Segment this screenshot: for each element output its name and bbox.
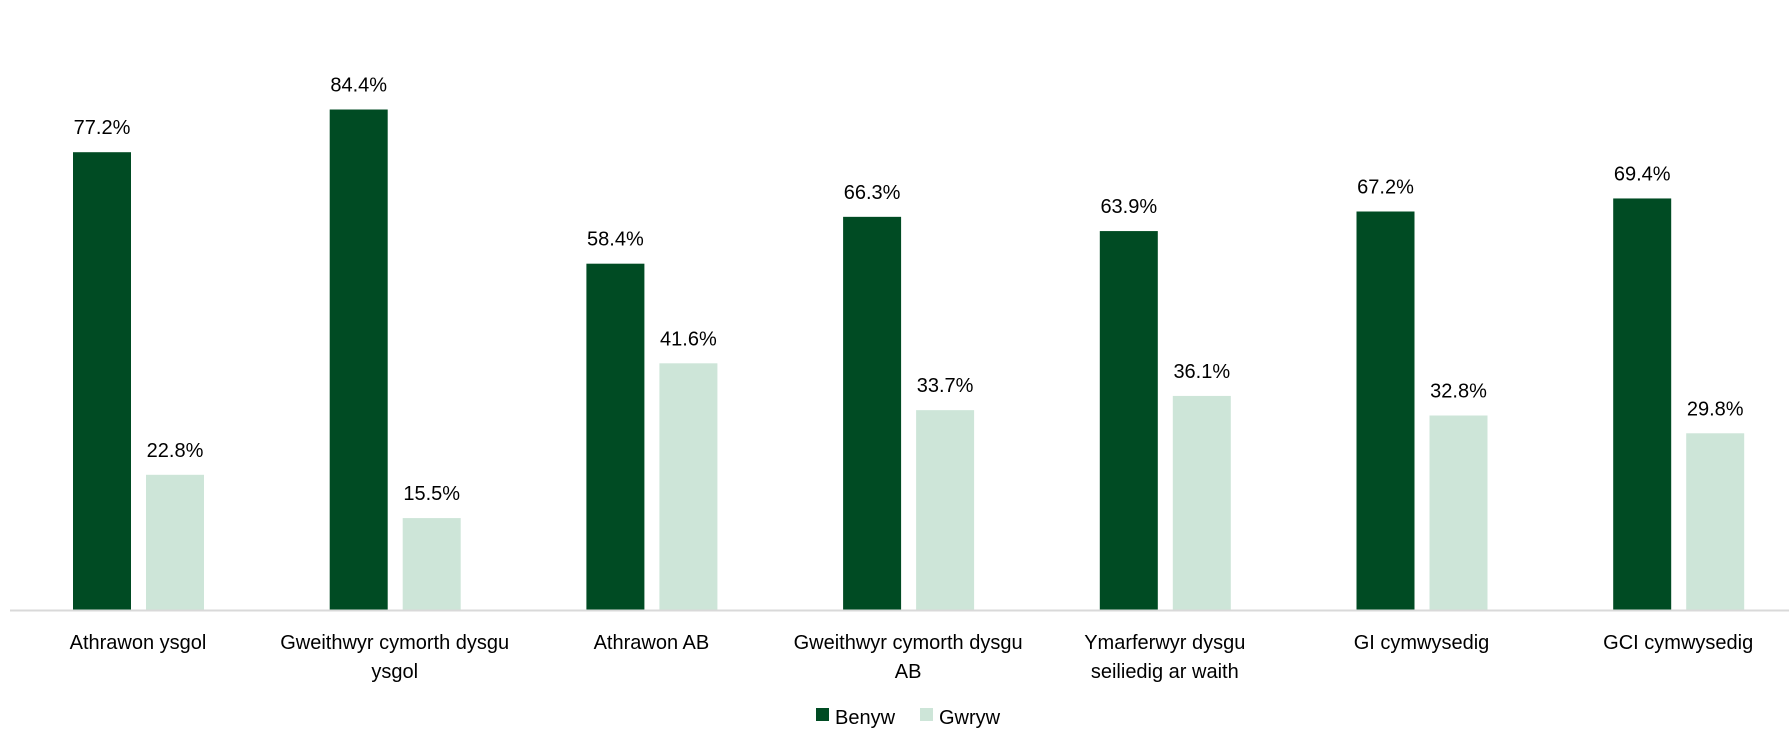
- legend: Benyw Gwryw: [816, 707, 1001, 729]
- data-label-benyw-6: 69.4%: [1614, 163, 1671, 185]
- bar-gwryw-1: [402, 518, 461, 610]
- legend-label-gwryw: Gwryw: [939, 707, 1001, 729]
- bar-gwryw-2: [659, 363, 718, 610]
- bar-benyw-6: [1613, 198, 1672, 610]
- category-label-1: Gweithwyr cymorth dysgu ysgol: [280, 632, 509, 683]
- category-label-line: Gweithwyr cymorth dysgu: [794, 632, 1023, 654]
- data-label-benyw-1: 84.4%: [330, 75, 387, 97]
- category-label-2: Athrawon AB: [594, 632, 710, 654]
- data-label-benyw-0: 77.2%: [74, 117, 131, 139]
- data-label-gwryw-6: 29.8%: [1687, 398, 1744, 420]
- data-label-gwryw-5: 32.8%: [1430, 380, 1487, 402]
- data-label-benyw-3: 66.3%: [844, 182, 901, 204]
- category-labels-group: Athrawon ysgol Gweithwyr cymorth dysgu ysg…: [70, 632, 1754, 683]
- bar-gwryw-5: [1429, 415, 1488, 610]
- bar-gwryw-6: [1686, 433, 1745, 610]
- bar-benyw-4: [1099, 231, 1158, 610]
- category-label-0: Athrawon ysgol: [70, 632, 207, 654]
- category-label-line: GI cymwysedig: [1354, 632, 1490, 654]
- category-label-line: Gweithwyr cymorth dysgu: [280, 632, 509, 654]
- category-label-line: seiliedig ar waith: [1091, 661, 1239, 683]
- category-label-4: Ymarferwyr dysgu seiliedig ar waith: [1084, 632, 1245, 683]
- data-label-benyw-5: 67.2%: [1357, 177, 1414, 199]
- category-label-line: GCI cymwysedig: [1603, 632, 1753, 654]
- bar-gwryw-4: [1172, 395, 1231, 610]
- bar-benyw-5: [1356, 211, 1415, 610]
- category-label-line: AB: [895, 661, 922, 683]
- data-label-gwryw-3: 33.7%: [917, 375, 974, 397]
- category-label-line: Athrawon ysgol: [70, 632, 207, 654]
- data-label-gwryw-4: 36.1%: [1173, 361, 1230, 383]
- category-label-6: GCI cymwysedig: [1603, 632, 1753, 654]
- data-label-benyw-2: 58.4%: [587, 229, 644, 251]
- category-label-3: Gweithwyr cymorth dysgu AB: [794, 632, 1023, 683]
- category-label-line: ysgol: [371, 661, 418, 683]
- data-label-benyw-4: 63.9%: [1100, 196, 1157, 218]
- data-label-gwryw-2: 41.6%: [660, 328, 717, 350]
- category-label-line: Athrawon AB: [594, 632, 710, 654]
- legend-swatch-benyw: [816, 708, 829, 721]
- bars-group: [73, 109, 1745, 611]
- legend-label-benyw: Benyw: [835, 707, 896, 729]
- bar-benyw-2: [586, 263, 645, 610]
- bar-benyw-0: [73, 152, 131, 611]
- data-label-gwryw-1: 15.5%: [403, 483, 460, 505]
- bar-benyw-3: [843, 216, 902, 610]
- value-labels-group: 77.2% 22.8% 84.4% 15.5% 58.4% 41.6% 66.3% 33.7%…: [74, 75, 1744, 506]
- legend-swatch-gwryw: [920, 708, 933, 721]
- bar-benyw-1: [329, 109, 388, 611]
- bar-gwryw-3: [916, 410, 975, 610]
- data-label-gwryw-0: 22.8%: [147, 440, 204, 462]
- category-label-line: Ymarferwyr dysgu: [1084, 632, 1245, 654]
- category-label-5: GI cymwysedig: [1354, 632, 1490, 654]
- bar-gwryw-0: [146, 474, 204, 610]
